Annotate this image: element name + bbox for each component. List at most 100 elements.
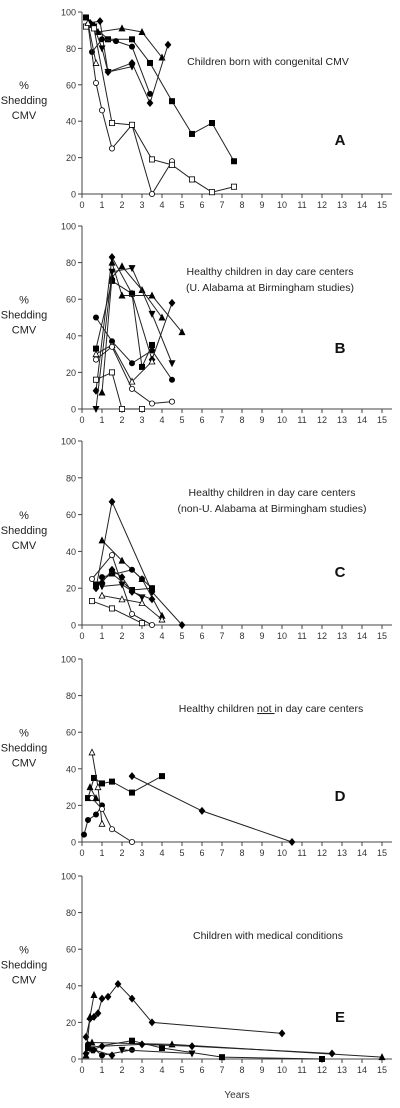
x-tick-label: 7 xyxy=(219,631,224,641)
x-tick-label: 3 xyxy=(139,415,144,425)
data-point xyxy=(86,783,94,791)
x-tick-label: 13 xyxy=(337,200,347,210)
x-tick-label: 14 xyxy=(357,848,367,858)
x-tick-label: 4 xyxy=(159,631,164,641)
panel-title: Children born with congenital CMV xyxy=(187,56,349,68)
series-b-9 xyxy=(93,369,145,412)
x-tick-label: 1 xyxy=(99,200,104,210)
data-point xyxy=(109,369,116,376)
x-tick-label: 11 xyxy=(297,848,306,858)
data-point xyxy=(158,1045,165,1052)
x-tick-label: 2 xyxy=(119,200,124,210)
x-tick-label: 4 xyxy=(159,1065,164,1075)
x-tick-label: 12 xyxy=(317,1065,327,1075)
data-point xyxy=(138,620,145,627)
x-tick-label: 15 xyxy=(377,1065,387,1075)
series-line xyxy=(85,26,235,193)
data-point xyxy=(138,576,145,583)
data-point xyxy=(109,552,116,559)
data-point xyxy=(148,190,155,197)
data-point xyxy=(93,376,100,383)
data-point xyxy=(128,360,135,367)
x-tick-label: 3 xyxy=(139,631,144,641)
data-point xyxy=(158,773,165,780)
y-tick-label: 60 xyxy=(66,510,76,520)
y-tick-label: 20 xyxy=(66,801,76,811)
data-point xyxy=(99,107,106,114)
x-tick-label: 9 xyxy=(259,631,264,641)
data-point xyxy=(138,363,145,370)
x-tick-label: 9 xyxy=(259,848,264,858)
data-point xyxy=(98,45,106,53)
y-tick-label: 80 xyxy=(66,473,76,483)
data-point xyxy=(118,581,126,589)
data-point xyxy=(128,1037,135,1044)
y-tick-label: 40 xyxy=(66,547,76,557)
y-tick-label: 100 xyxy=(61,437,76,447)
y-tick-label: 60 xyxy=(66,295,76,305)
data-point xyxy=(208,189,215,196)
series-d-6 xyxy=(86,783,100,802)
x-tick-label: 4 xyxy=(159,200,164,210)
data-point xyxy=(108,273,116,281)
x-tick-label: 13 xyxy=(337,1065,347,1075)
x-tick-label: 4 xyxy=(159,848,164,858)
x-tick-label: 12 xyxy=(317,631,327,641)
x-tick-label: 6 xyxy=(199,200,204,210)
x-tick-label: 7 xyxy=(219,1065,224,1075)
data-point xyxy=(105,36,112,43)
data-point xyxy=(98,536,106,544)
series-d-1 xyxy=(85,773,165,802)
series-line xyxy=(85,983,283,1038)
x-tick-label: 14 xyxy=(357,200,367,210)
data-point xyxy=(128,610,135,617)
data-point xyxy=(178,328,186,336)
data-point xyxy=(90,1045,98,1054)
x-tick-label: 10 xyxy=(277,200,287,210)
panel-title: Healthy children not in day care centers xyxy=(179,703,363,715)
x-tick-label: 9 xyxy=(259,200,264,210)
data-point xyxy=(98,1042,106,1051)
data-point xyxy=(128,63,136,71)
x-tick-label: 5 xyxy=(179,848,184,858)
data-point xyxy=(128,994,136,1003)
data-point xyxy=(88,748,96,756)
data-point xyxy=(118,24,126,32)
series-b-6 xyxy=(92,265,176,414)
y-tick-label: 0 xyxy=(71,621,76,631)
data-point xyxy=(90,990,98,998)
x-axis-label: Years xyxy=(224,1090,249,1101)
x-tick-label: 8 xyxy=(239,848,244,858)
panel-title: Healthy children in day care centers xyxy=(187,266,354,278)
data-point xyxy=(109,778,116,785)
x-tick-label: 2 xyxy=(119,848,124,858)
y-tick-label: 20 xyxy=(66,153,76,163)
data-point xyxy=(98,591,106,599)
data-point xyxy=(94,783,102,791)
data-point xyxy=(81,831,88,838)
data-point xyxy=(148,400,155,407)
x-tick-label: 15 xyxy=(377,848,387,858)
data-point xyxy=(108,565,116,574)
x-tick-label: 0 xyxy=(79,631,84,641)
series-line xyxy=(87,22,97,64)
data-point xyxy=(91,25,98,32)
x-tick-label: 2 xyxy=(119,1065,124,1075)
y-axis-label: CMV xyxy=(12,325,37,337)
data-point xyxy=(92,794,100,802)
series-a-1 xyxy=(83,14,237,165)
x-tick-label: 7 xyxy=(219,848,224,858)
data-point xyxy=(109,826,116,833)
series-a-3 xyxy=(86,17,172,107)
data-point xyxy=(230,158,237,165)
x-tick-label: 14 xyxy=(357,1065,367,1075)
series-line xyxy=(89,20,169,105)
x-tick-label: 1 xyxy=(99,1065,104,1075)
data-point xyxy=(92,350,100,358)
data-point xyxy=(138,28,146,36)
x-tick-label: 15 xyxy=(377,415,387,425)
x-tick-label: 12 xyxy=(317,200,327,210)
x-tick-label: 0 xyxy=(79,1065,84,1075)
x-tick-label: 2 xyxy=(119,415,124,425)
